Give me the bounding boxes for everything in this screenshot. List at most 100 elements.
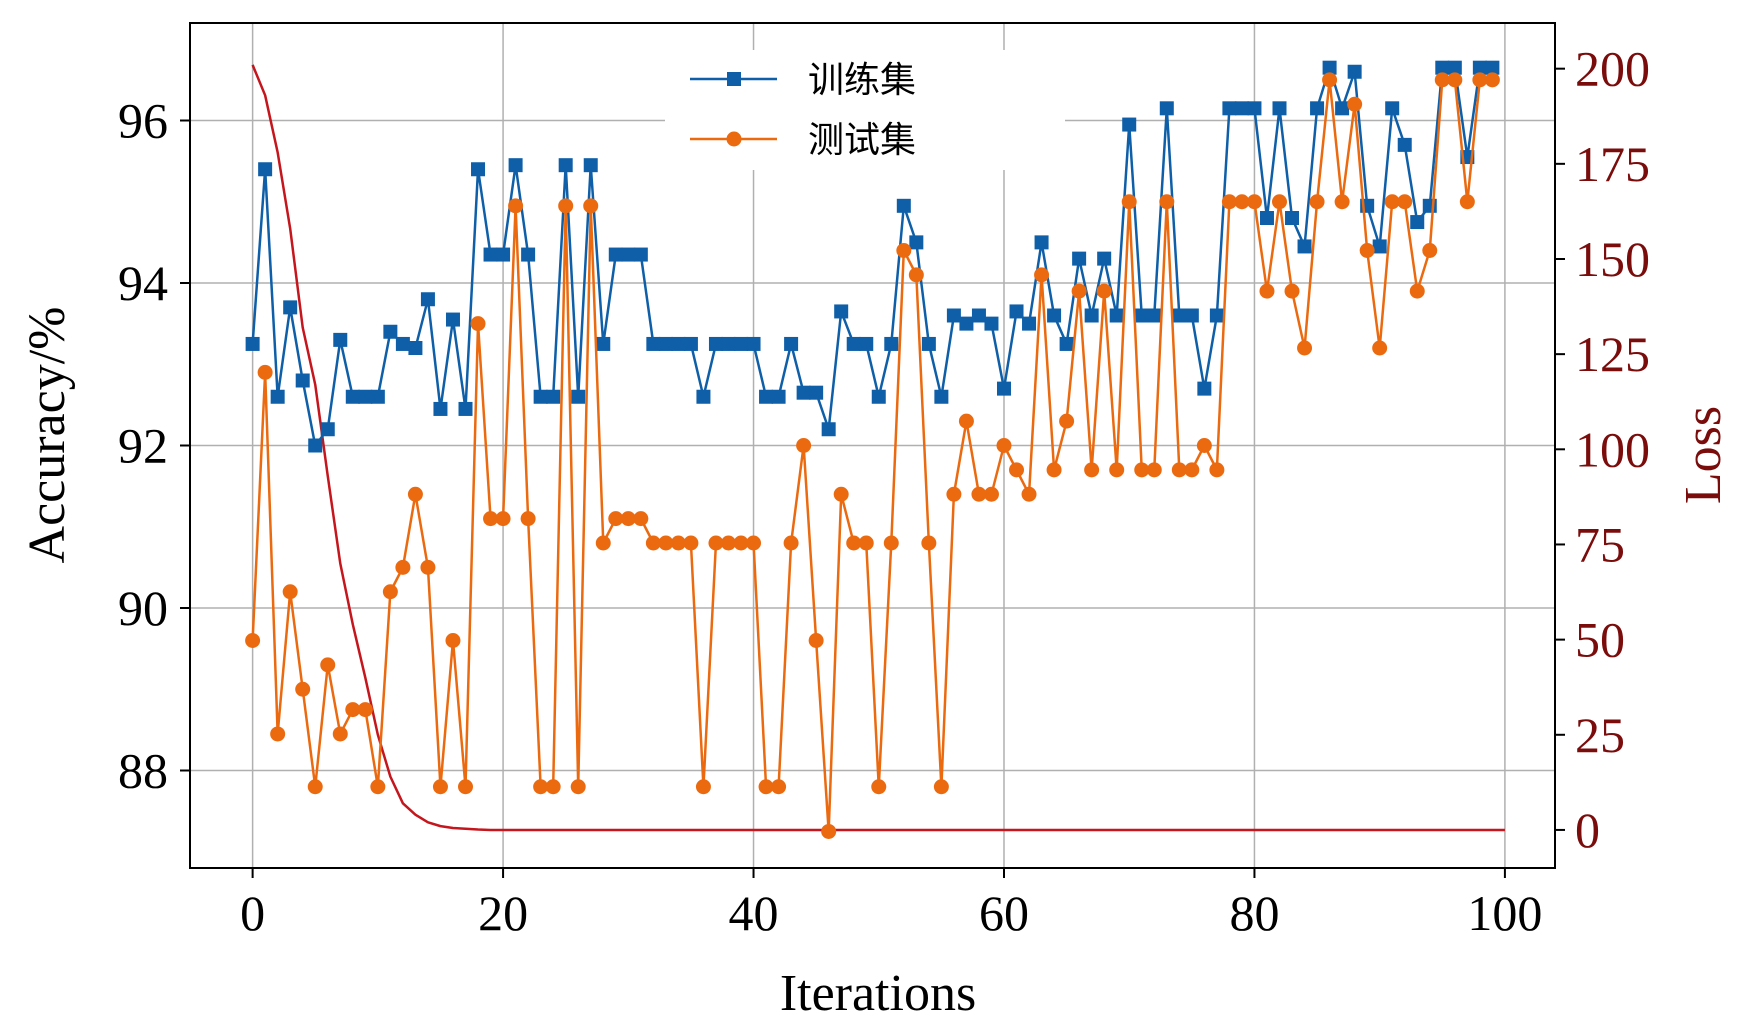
train-point — [521, 247, 536, 262]
train-point — [1109, 308, 1124, 323]
y-tick-label-right: 200 — [1575, 41, 1650, 97]
test-point — [1196, 438, 1212, 453]
test-point — [533, 779, 549, 795]
test-point — [1096, 283, 1112, 299]
test-point — [432, 779, 448, 795]
test-point — [1159, 194, 1175, 210]
train-point — [1022, 316, 1037, 331]
test-point — [382, 584, 398, 600]
test-point — [295, 681, 311, 697]
train-point — [1322, 60, 1337, 75]
test-point — [983, 486, 999, 502]
test-point — [608, 511, 624, 527]
test-point — [683, 535, 699, 551]
train-point — [821, 422, 836, 437]
train-point — [633, 247, 648, 262]
y-tick-label-left: 92 — [118, 418, 168, 474]
train-point — [909, 235, 924, 250]
test-point — [282, 584, 298, 600]
train-point — [1197, 381, 1212, 396]
test-point — [1484, 72, 1500, 88]
x-tick-label: 60 — [979, 885, 1029, 941]
test-point — [1059, 413, 1075, 429]
train-point — [596, 336, 611, 351]
train-point — [1247, 101, 1262, 116]
test-point — [1209, 462, 1225, 478]
train-point — [1047, 308, 1062, 323]
train-point — [1147, 308, 1162, 323]
loss-line — [251, 64, 1505, 832]
test-point — [633, 511, 649, 527]
train-point — [1335, 101, 1350, 116]
test-point — [808, 633, 824, 648]
train-point — [283, 300, 298, 315]
test-point — [796, 438, 812, 453]
train-point — [1072, 251, 1087, 266]
test-point — [908, 267, 924, 283]
test-point — [1071, 283, 1087, 299]
train-point — [345, 389, 360, 404]
y-tick-label-right: 125 — [1575, 326, 1650, 382]
train-point — [571, 389, 586, 404]
test-accuracy-line — [251, 78, 1493, 833]
test-point — [1297, 340, 1313, 356]
test-point — [1134, 462, 1150, 478]
test-point — [1384, 194, 1400, 210]
test-point — [645, 535, 661, 551]
test-point — [1372, 340, 1388, 356]
train-point — [1209, 308, 1224, 323]
train-point — [971, 308, 986, 323]
test-point — [257, 364, 273, 380]
test-point — [746, 535, 762, 551]
train-point — [583, 158, 598, 173]
test-point — [508, 198, 524, 214]
x-tick-label: 20 — [478, 885, 528, 941]
test-point — [771, 779, 787, 795]
legend-label-test: 测试集 — [808, 120, 916, 161]
train-point — [1397, 137, 1412, 152]
test-point — [733, 535, 749, 551]
y-tick-label-right: 0 — [1575, 802, 1600, 858]
train-point — [1034, 235, 1049, 250]
train-point — [658, 336, 673, 351]
train-point — [1259, 211, 1274, 225]
test-point — [1021, 486, 1037, 502]
train-point — [308, 438, 323, 453]
y-tick-label-right: 75 — [1575, 516, 1625, 572]
test-point — [695, 779, 711, 795]
test-point — [1409, 283, 1425, 299]
y-tick-label-left: 90 — [118, 580, 168, 636]
train-point — [759, 389, 774, 404]
test-point — [1184, 462, 1200, 478]
train-point — [370, 389, 385, 404]
x-tick-label: 0 — [240, 885, 265, 941]
train-point — [1084, 308, 1099, 323]
train-point — [508, 158, 523, 173]
train-point — [1347, 64, 1362, 79]
test-point — [658, 535, 674, 551]
train-point — [871, 389, 886, 404]
train-point — [496, 247, 511, 262]
train-point — [1122, 117, 1137, 132]
train-point — [445, 312, 460, 327]
train-point — [483, 247, 498, 262]
train-point — [946, 308, 961, 323]
test-point — [495, 511, 511, 527]
test-point — [595, 535, 611, 551]
train-point — [558, 158, 573, 173]
test-point — [1084, 462, 1100, 478]
test-point — [946, 486, 962, 502]
test-point — [1459, 194, 1475, 210]
test-point — [245, 633, 261, 648]
test-point — [1234, 194, 1250, 210]
train-point — [771, 389, 786, 404]
test-point — [1434, 72, 1450, 88]
train-point — [896, 198, 911, 213]
train-point — [433, 401, 448, 416]
train-point — [1222, 101, 1237, 116]
train-point — [984, 316, 999, 331]
test-point — [1472, 72, 1488, 88]
train-point — [1159, 101, 1174, 116]
test-point — [1397, 194, 1413, 210]
